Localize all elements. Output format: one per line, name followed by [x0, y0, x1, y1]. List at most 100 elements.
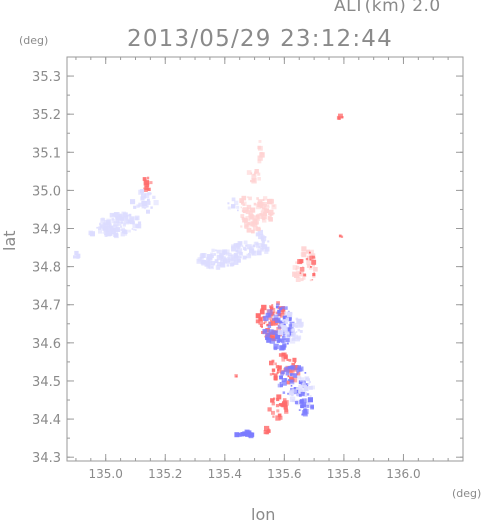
echo-point [264, 320, 267, 323]
echo-point [233, 252, 239, 258]
echo-point [211, 258, 213, 261]
echo-point [303, 386, 309, 392]
y-tick-label: 34.4 [32, 413, 61, 428]
echo-point [261, 246, 264, 249]
echo-point [338, 113, 343, 119]
echo-point [115, 227, 121, 232]
echo-point [136, 204, 140, 208]
echo-point [290, 373, 293, 376]
echo-point [282, 320, 287, 325]
echo-point [340, 235, 344, 238]
echo-point [250, 207, 256, 213]
echo-point [295, 261, 298, 264]
echo-point [309, 398, 312, 401]
echo-point [135, 229, 137, 231]
y-tick-label: 34.8 [32, 261, 61, 276]
echo-point [272, 212, 275, 215]
echo-point [144, 180, 150, 186]
echo-point [234, 432, 240, 438]
echo-point [284, 408, 288, 412]
echo-point [295, 387, 298, 390]
y-tick-label: 35.3 [32, 70, 61, 85]
echo-point [261, 201, 265, 205]
echo-point [298, 409, 301, 411]
echo-point [281, 370, 285, 375]
echo-point [269, 319, 272, 322]
echo-point [306, 264, 311, 268]
echo-point [280, 323, 284, 327]
echo-point [241, 217, 245, 220]
echo-point [295, 325, 298, 328]
echo-point [293, 334, 298, 339]
echo-point [280, 330, 286, 336]
echo-point [143, 206, 147, 210]
echo-point [140, 196, 145, 201]
echo-point [250, 172, 253, 175]
echo-point [275, 334, 281, 340]
echo-point [261, 240, 265, 244]
echo-point [244, 218, 248, 222]
echo-point [298, 393, 302, 397]
echo-point [260, 247, 263, 250]
echo-point [124, 233, 128, 236]
echo-point [313, 267, 318, 272]
echo-point [267, 407, 272, 412]
echo-point [129, 220, 134, 225]
echo-point [137, 221, 142, 225]
echo-point [240, 432, 243, 435]
echo-point [144, 192, 150, 198]
echo-point [292, 366, 295, 369]
echo-point [292, 357, 297, 362]
echo-point [242, 207, 249, 213]
echo-point [211, 248, 215, 253]
echo-point [231, 197, 236, 202]
echo-point [122, 223, 126, 227]
echo-point [260, 210, 265, 215]
echo-point [285, 338, 290, 343]
echo-point [267, 324, 272, 329]
echo-point [309, 395, 312, 397]
echo-point [257, 248, 260, 251]
echo-point [256, 226, 261, 232]
echo-point [295, 331, 298, 333]
echo-point [230, 254, 236, 259]
echo-point [120, 232, 125, 237]
echo-point [146, 200, 151, 205]
echo-point [244, 222, 250, 228]
echo-point [263, 196, 268, 201]
echo-point [281, 403, 285, 408]
echo-point [259, 318, 262, 322]
echo-point [296, 270, 300, 275]
echo-point [257, 159, 262, 164]
echo-point [302, 382, 305, 385]
echo-point [250, 179, 253, 183]
echo-point [251, 251, 255, 255]
echo-point [253, 202, 257, 206]
echo-layer [73, 113, 344, 439]
echo-point [147, 191, 151, 196]
echo-point [252, 244, 255, 247]
echo-point [277, 309, 281, 314]
echo-point [297, 393, 300, 397]
echo-point [260, 308, 263, 311]
echo-point [201, 253, 207, 258]
echo-point [115, 219, 120, 223]
echo-point [283, 405, 288, 410]
echo-point [246, 227, 252, 233]
echo-point [281, 338, 286, 343]
echo-point [263, 322, 266, 325]
echo-point [300, 404, 304, 409]
echo-point [147, 187, 151, 191]
echo-point [281, 306, 285, 310]
chart-title: 2013/05/29 23:12:44 [127, 26, 393, 52]
echo-point [281, 319, 284, 322]
echo-point [242, 201, 247, 206]
echo-point [306, 404, 310, 408]
y-tick-label: 34.9 [32, 223, 61, 238]
echo-point [104, 223, 106, 226]
echo-point [271, 304, 274, 307]
echo-point [225, 252, 229, 256]
echo-point [301, 246, 307, 252]
echo-point [230, 258, 234, 262]
